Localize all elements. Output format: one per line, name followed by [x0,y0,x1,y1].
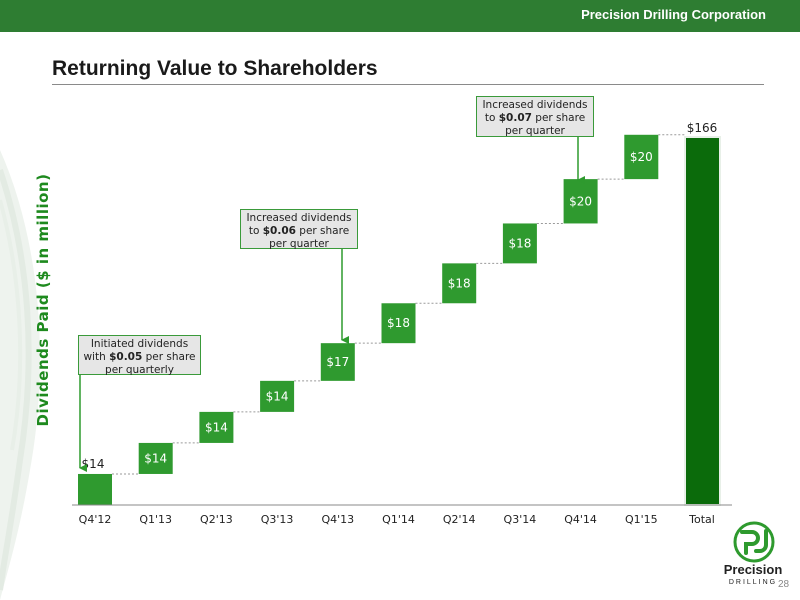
bar-5 [381,303,416,344]
bar-9 [624,134,659,180]
value-label-9: $20 [630,150,653,164]
bar-4 [320,343,355,381]
title-divider [52,84,764,85]
callout-initiated-text: Initiated dividends with [83,338,189,363]
value-label-2: $14 [205,420,228,434]
callout-initiated: Initiated dividends with $0.05 per share… [78,335,201,376]
bar-1 [138,442,173,474]
category-label-8: Q4'14 [564,513,597,526]
category-label-3: Q3'13 [261,513,294,526]
company-name: Precision Drilling Corporation [581,7,766,22]
value-label-10: $166 [687,121,718,135]
bar-0 [78,473,112,505]
pd-logo-icon [733,521,775,563]
callout-006-tail: per share per quarter [269,225,350,250]
value-label-8: $20 [569,194,592,208]
category-label-5: Q1'14 [382,513,415,526]
category-label-2: Q2'13 [200,513,233,526]
callout-increase-007: Increased dividends to $0.07 per share p… [476,96,594,137]
callout-initiated-bold: $0.05 [109,351,143,363]
callout-increase-006: Increased dividends to $0.06 per share p… [240,209,358,250]
page-title: Returning Value to Shareholders [52,57,378,80]
category-label-9: Q1'15 [625,513,658,526]
category-label-6: Q2'14 [443,513,476,526]
page-number: 28 [778,579,790,590]
value-label-3: $14 [266,389,289,403]
bar-2 [199,411,234,443]
category-label-0: Q4'12 [79,513,112,526]
bar-10 [684,136,721,506]
header-bar: Precision Drilling Corporation [0,0,800,32]
value-label-6: $18 [448,276,471,290]
callout-initiated-tail: per share per quarterly [105,351,196,376]
callout-007-bold: $0.07 [498,112,532,124]
callout-007-text: Increased dividends to [482,99,588,124]
callout-006-text: Increased dividends to [246,212,352,237]
bar-6 [442,263,477,304]
value-label-7: $18 [508,236,531,250]
bar-7 [502,223,537,264]
callout-007-tail: per share per quarter [505,112,586,137]
value-label-1: $14 [144,451,167,465]
category-label-7: Q3'14 [504,513,537,526]
value-label-4: $17 [326,355,349,369]
category-label-10: Total [688,513,715,526]
bar-8 [563,179,598,224]
value-label-5: $18 [387,316,410,330]
logo-name: Precision [723,562,783,577]
bar-3 [260,380,295,412]
value-label-0: $14 [82,457,105,471]
category-label-4: Q4'13 [321,513,354,526]
logo-subtitle: DRILLING [728,579,778,586]
decorative-swoosh [0,150,40,600]
callout-006-bold: $0.06 [262,225,296,237]
category-label-1: Q1'13 [139,513,172,526]
